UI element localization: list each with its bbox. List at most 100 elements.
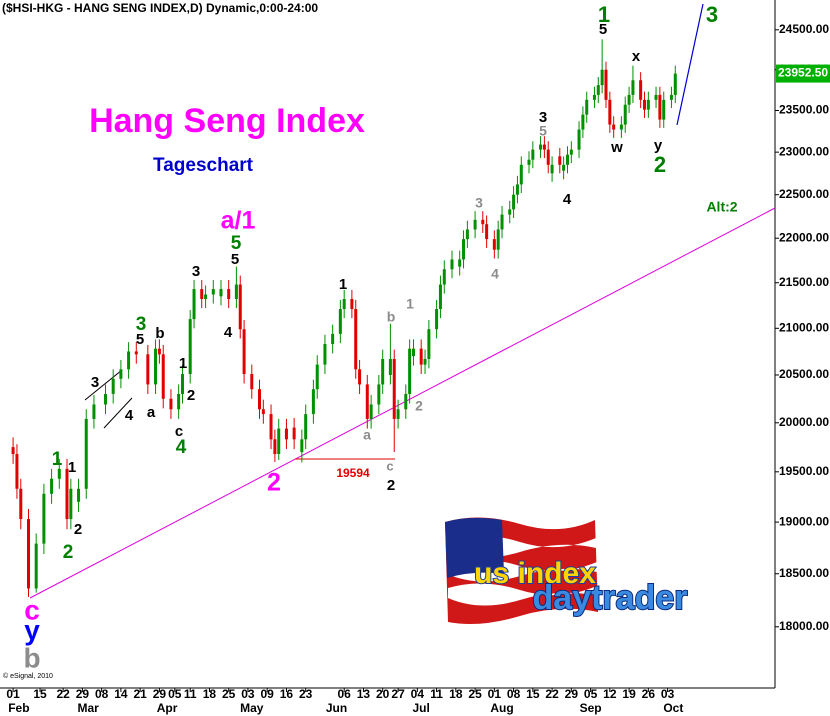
x-tick-label: 18 (449, 687, 463, 701)
x-tick-label: 06 (338, 687, 352, 701)
candle-body (304, 414, 308, 440)
candle-body (234, 284, 238, 300)
wave-label: 1 (68, 459, 76, 476)
candle-body (492, 239, 496, 250)
wave-label: 19594 (336, 466, 370, 480)
candle-body (542, 144, 546, 150)
y-tick-label: 23500.00 (779, 103, 829, 117)
wave-label: 5 (231, 233, 242, 254)
x-tick-label: 22 (545, 687, 559, 701)
candle-body (57, 468, 61, 479)
wave-label: 3 (136, 314, 147, 335)
candle-body (381, 358, 385, 385)
candle-body (134, 351, 138, 355)
y-tick-label: 18500.00 (779, 566, 829, 580)
candle-body (365, 384, 369, 419)
wave-label: 3 (91, 374, 99, 391)
candle-body (315, 364, 319, 390)
candle-body (111, 378, 115, 394)
wave-label: 1 (179, 355, 187, 372)
candle-body (438, 284, 442, 310)
candle-body (311, 389, 315, 415)
wave-label: 1 (52, 449, 63, 470)
candle-body (577, 129, 581, 150)
x-tick-label: 25 (222, 687, 236, 701)
x-tick-label: 20 (376, 687, 390, 701)
month-label: Oct (663, 701, 683, 715)
candle-body (338, 309, 342, 334)
wave-label: 3 (475, 195, 483, 211)
candle-body (658, 94, 662, 120)
month-label: Mar (77, 701, 99, 715)
wave-label: b (23, 642, 40, 673)
candle-body (631, 80, 635, 95)
candle-body (427, 329, 431, 359)
candle-body (481, 219, 485, 225)
candle-body (200, 289, 204, 300)
x-tick-label: 11 (184, 687, 197, 701)
candle-body (600, 69, 604, 86)
candle-body (562, 164, 566, 171)
copyright: © eSignal, 2010 (3, 672, 53, 680)
candle-body (669, 94, 673, 100)
candle-body (465, 229, 469, 240)
x-tick-label: 21 (133, 687, 147, 701)
candle-body (42, 493, 46, 544)
candle-body (300, 439, 304, 453)
candle-body (423, 358, 427, 365)
wave-label: 1 (406, 296, 414, 312)
candle-body (269, 414, 273, 440)
projection-line (676, 3, 704, 126)
candle-body (261, 409, 265, 415)
candle-body (450, 259, 454, 270)
x-tick-label: 05 (168, 687, 182, 701)
candle-body (369, 404, 373, 419)
x-tick-label: 03 (241, 687, 255, 701)
wave-label: 5 (599, 21, 607, 38)
wave-label: 5 (539, 123, 547, 139)
candle-body (154, 348, 158, 385)
x-tick-label: 01 (6, 687, 20, 701)
candle-body (500, 214, 504, 230)
x-tick-label: 25 (468, 687, 482, 701)
wave-label: 4 (125, 407, 134, 424)
last-price-label: 23952.50 (778, 66, 828, 80)
x-tick-label: 16 (280, 687, 294, 701)
month-label: Feb (8, 701, 29, 715)
x-tick-label: 22 (56, 687, 70, 701)
candle-body (458, 259, 462, 267)
candle-body (558, 156, 562, 165)
candle-body (527, 159, 531, 165)
chart-header: ($HSI-HKG - HANG SENG INDEX,D) Dynamic,0… (2, 1, 318, 15)
wave-label: w (610, 139, 623, 156)
wave-label: b (387, 309, 396, 325)
wave-label: y (24, 614, 40, 645)
wave-label: c (386, 458, 393, 473)
channel-line (103, 397, 133, 429)
wave-label: 3 (706, 2, 718, 27)
candle-body (662, 99, 666, 120)
wave-label: 5 (136, 331, 144, 348)
candle-body (34, 543, 38, 589)
candle-body (642, 99, 646, 110)
candle-body (569, 149, 573, 155)
candle-body (462, 239, 466, 260)
candle-body (646, 99, 650, 110)
candle-body (608, 99, 612, 125)
logo: us index daytrader (445, 517, 688, 624)
candle-body (411, 348, 415, 357)
x-tick-label: 18 (203, 687, 217, 701)
y-tick-label: 24500.00 (779, 22, 829, 36)
x-tick-label: 29 (565, 687, 579, 701)
wave-label: 2 (387, 477, 395, 494)
wave-label: 2 (654, 152, 666, 177)
wave-label: a (363, 427, 371, 443)
wave-label: a/1 (221, 207, 256, 235)
y-tick-label: 20000.00 (779, 415, 829, 429)
y-tick-label: 19500.00 (779, 464, 829, 478)
candle-body (592, 94, 596, 100)
candle-body (581, 114, 585, 130)
x-tick-label: 14 (114, 687, 128, 701)
y-tick-label: 22500.00 (779, 187, 829, 201)
